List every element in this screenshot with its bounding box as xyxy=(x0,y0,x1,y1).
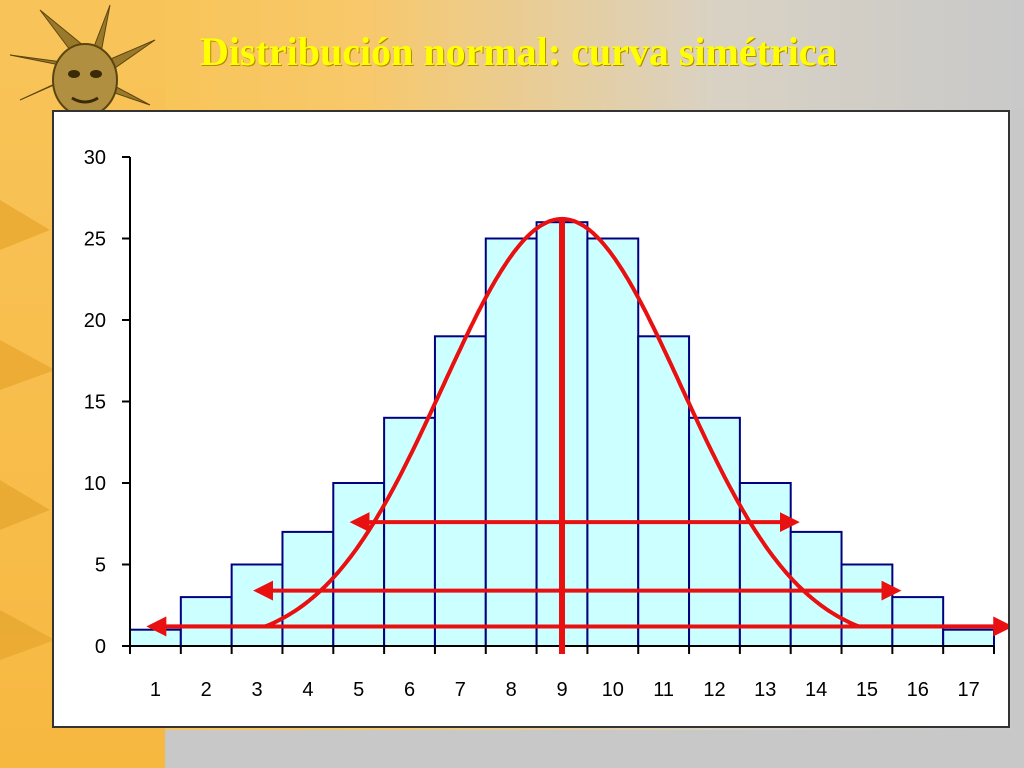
slide-title: Distribución normal: curva simétrica xyxy=(200,29,837,74)
bar-17 xyxy=(942,628,995,648)
x-tick-label-2: 2 xyxy=(201,679,212,701)
right-band xyxy=(1012,110,1024,730)
bar-5 xyxy=(332,482,386,647)
x-tick-label-11: 11 xyxy=(653,679,674,701)
x-tick-label-3: 3 xyxy=(251,679,262,701)
bar-10 xyxy=(586,237,640,647)
bar-13 xyxy=(738,482,792,647)
x-tick-label-6: 6 xyxy=(404,679,415,701)
x-tick-label-13: 13 xyxy=(754,679,776,701)
x-tick-label-16: 16 xyxy=(907,679,929,701)
y-tick-label-0: 0 xyxy=(95,636,106,658)
y-tick-label-20: 20 xyxy=(84,310,106,332)
bar-1 xyxy=(129,628,182,648)
x-tick-label-7: 7 xyxy=(455,679,466,701)
y-tick-label-30: 30 xyxy=(84,147,106,169)
x-tick-label-9: 9 xyxy=(556,679,567,701)
chart-frame: 0 5 10 15 20 25 30 1 2 3 4 5 6 7 8 9 10 11 12 13 14 15 16 17 xyxy=(52,110,1010,728)
x-tick-label-15: 15 xyxy=(856,679,878,701)
decorative-rays xyxy=(0,200,55,660)
x-tick-label-4: 4 xyxy=(302,679,313,701)
y-tick-label-10: 10 xyxy=(84,473,106,495)
x-tick-label-1: 1 xyxy=(150,679,161,701)
bottom-band xyxy=(165,730,1024,768)
y-tick-label-5: 5 xyxy=(95,555,106,577)
bar-12 xyxy=(688,416,741,647)
bar-8 xyxy=(484,237,538,647)
bar-3 xyxy=(230,563,284,647)
x-tick-label-8: 8 xyxy=(506,679,517,701)
x-tick-label-5: 5 xyxy=(353,679,364,701)
bar-15 xyxy=(840,563,894,647)
bar-2 xyxy=(179,596,233,648)
sun-icon xyxy=(9,4,156,136)
x-tick-label-14: 14 xyxy=(805,679,827,701)
x-tick-label-17: 17 xyxy=(957,679,979,701)
y-tick-label-15: 15 xyxy=(84,392,106,414)
overlay-layer xyxy=(146,216,1008,654)
x-tick-label-12: 12 xyxy=(703,679,725,701)
bar-16 xyxy=(891,596,945,648)
y-tick-label-25: 25 xyxy=(84,229,106,251)
bar-6 xyxy=(383,416,436,647)
x-tick-label-10: 10 xyxy=(602,679,624,701)
